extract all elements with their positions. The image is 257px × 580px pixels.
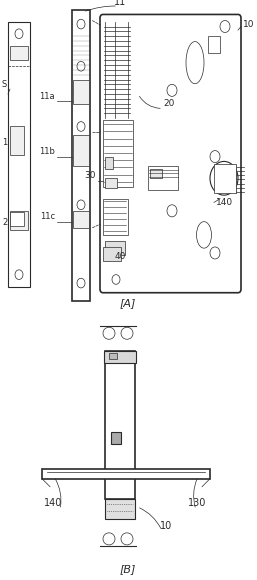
Circle shape bbox=[77, 278, 85, 288]
Text: S: S bbox=[2, 80, 7, 89]
Bar bbox=[8, 21, 30, 287]
Text: [A]: [A] bbox=[120, 298, 136, 308]
Bar bbox=[105, 157, 113, 169]
Text: 2: 2 bbox=[2, 218, 7, 227]
Ellipse shape bbox=[186, 42, 204, 84]
Circle shape bbox=[77, 122, 85, 131]
Bar bbox=[105, 178, 117, 188]
Circle shape bbox=[77, 61, 85, 71]
Text: 1: 1 bbox=[2, 137, 7, 147]
Circle shape bbox=[103, 533, 115, 545]
Bar bbox=[73, 211, 89, 228]
Bar bbox=[105, 499, 135, 519]
Bar bbox=[10, 126, 24, 155]
Bar bbox=[111, 432, 121, 444]
Text: 130: 130 bbox=[188, 498, 206, 508]
Text: 11c: 11c bbox=[40, 212, 55, 221]
Bar bbox=[105, 241, 125, 255]
Circle shape bbox=[210, 161, 238, 195]
Bar bbox=[109, 353, 117, 360]
Circle shape bbox=[121, 533, 133, 545]
Text: [B]: [B] bbox=[120, 564, 136, 574]
Bar bbox=[150, 169, 162, 178]
Bar bbox=[105, 351, 135, 499]
Circle shape bbox=[210, 151, 220, 162]
Circle shape bbox=[167, 205, 177, 217]
Text: 30: 30 bbox=[85, 171, 96, 180]
Text: 140: 140 bbox=[44, 498, 62, 508]
Text: 11: 11 bbox=[114, 0, 126, 7]
Bar bbox=[148, 166, 178, 190]
Bar bbox=[10, 211, 28, 230]
Text: 140: 140 bbox=[216, 198, 233, 207]
Bar bbox=[73, 135, 89, 166]
Bar bbox=[103, 199, 128, 235]
Bar bbox=[72, 10, 90, 301]
Circle shape bbox=[15, 270, 23, 280]
Circle shape bbox=[15, 29, 23, 38]
Text: 20: 20 bbox=[163, 99, 175, 108]
Circle shape bbox=[216, 169, 232, 188]
Bar bbox=[42, 469, 210, 478]
Bar bbox=[10, 212, 24, 226]
Bar bbox=[208, 36, 220, 53]
Text: 11b: 11b bbox=[39, 147, 55, 156]
Bar bbox=[73, 79, 89, 104]
Text: 10: 10 bbox=[243, 20, 254, 28]
Bar bbox=[103, 121, 133, 187]
Bar bbox=[10, 46, 28, 60]
Circle shape bbox=[121, 327, 133, 339]
Circle shape bbox=[103, 327, 115, 339]
Circle shape bbox=[167, 84, 177, 96]
Circle shape bbox=[77, 200, 85, 209]
Text: 40: 40 bbox=[114, 252, 126, 261]
Circle shape bbox=[210, 247, 220, 259]
Circle shape bbox=[112, 275, 120, 284]
Bar bbox=[214, 164, 236, 193]
Text: 10: 10 bbox=[160, 521, 172, 531]
Text: 11a: 11a bbox=[39, 92, 55, 101]
Circle shape bbox=[220, 20, 230, 32]
Bar bbox=[103, 247, 121, 262]
FancyBboxPatch shape bbox=[100, 14, 241, 293]
Circle shape bbox=[77, 19, 85, 29]
Ellipse shape bbox=[197, 222, 212, 248]
Bar bbox=[104, 351, 136, 363]
